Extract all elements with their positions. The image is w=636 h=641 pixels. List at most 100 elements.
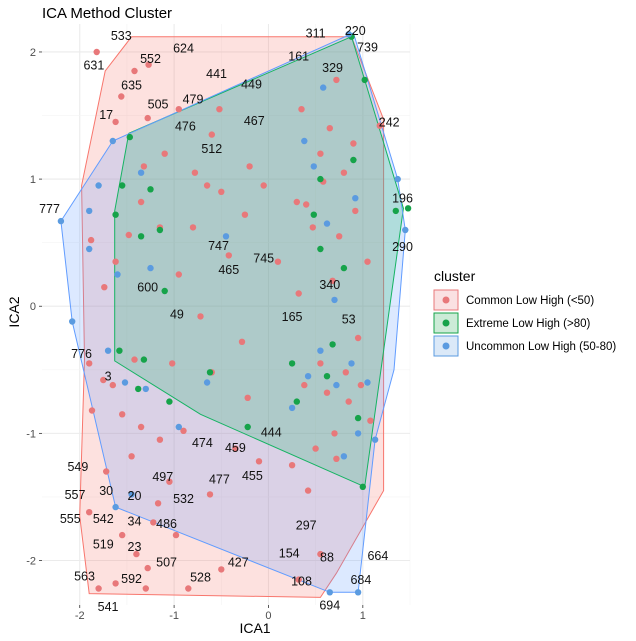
data-point [144, 564, 151, 572]
point-label: 635 [121, 79, 142, 93]
data-point [293, 198, 300, 206]
point-label: 542 [93, 512, 114, 526]
data-point [185, 585, 192, 592]
legend-entry-label: Extreme Low High (>80) [466, 318, 590, 330]
point-label: 441 [206, 67, 227, 81]
data-point [238, 338, 246, 345]
data-point [128, 453, 135, 460]
data-point [119, 182, 126, 189]
point-label: 486 [156, 517, 177, 531]
point-label: 624 [173, 42, 194, 56]
point-label: 220 [345, 24, 366, 38]
data-point [394, 175, 401, 183]
point-label: 459 [225, 441, 246, 455]
cluster-hull [79, 36, 385, 598]
data-point [137, 198, 145, 206]
data-point [323, 373, 331, 380]
data-point [112, 118, 119, 126]
data-point [303, 201, 310, 208]
data-point [357, 381, 365, 389]
data-point [145, 61, 152, 68]
point-label: 549 [67, 460, 88, 474]
data-point [119, 531, 126, 539]
data-point [376, 122, 383, 129]
legend: cluster Common Low High (<50) Extreme Low… [433, 268, 616, 357]
legend-entry-label: Uncommon Low High (50-80) [466, 341, 616, 353]
x-axis-label: ICA1 [239, 620, 270, 636]
cluster-hulls [60, 32, 406, 598]
data-point [175, 106, 182, 113]
data-point [295, 576, 302, 583]
data-point [352, 207, 359, 215]
data-point [345, 398, 352, 405]
data-point [216, 106, 223, 113]
data-point [404, 205, 412, 212]
point-label: 154 [279, 546, 300, 560]
data-point [309, 224, 316, 231]
data-point [109, 381, 117, 389]
data-point [317, 550, 324, 558]
y-tick-label: 2 [30, 47, 36, 59]
point-label: 528 [190, 571, 211, 585]
data-point [154, 500, 162, 507]
data-point [352, 195, 359, 202]
data-point [100, 376, 107, 384]
data-point [354, 589, 362, 596]
data-point [359, 483, 366, 490]
data-point [218, 566, 225, 573]
data-point [402, 226, 409, 234]
x-tick-label: 1 [360, 610, 366, 622]
data-point [208, 131, 215, 138]
legend-marker [442, 319, 450, 327]
data-point [323, 220, 331, 227]
data-point [329, 277, 336, 284]
data-point [147, 264, 154, 272]
data-point [340, 264, 348, 272]
x-tick-label: 0 [265, 610, 271, 622]
data-point [86, 245, 93, 253]
grid-lines [42, 24, 411, 605]
data-point [86, 207, 93, 215]
point-label: 290 [392, 240, 413, 254]
point-label: 108 [291, 574, 312, 588]
point-label: 552 [140, 52, 161, 66]
data-point [331, 430, 338, 437]
data-point [88, 407, 96, 414]
point-label: 30 [99, 484, 113, 498]
data-point [350, 140, 357, 147]
legend-entry-label: Common Low High (<50) [466, 295, 594, 307]
data-point [301, 137, 308, 145]
data-point [137, 233, 145, 240]
data-point [293, 398, 300, 405]
y-axis-ticks: -2 -1 0 1 2 [26, 47, 42, 568]
data-point [222, 233, 230, 240]
point-label: 444 [261, 426, 282, 440]
point-label: 455 [242, 469, 263, 483]
point-label: 3 [105, 370, 112, 384]
data-point [232, 445, 239, 452]
point-label: 53 [342, 312, 356, 326]
data-point [133, 550, 140, 558]
data-point [103, 468, 110, 475]
data-point [191, 169, 199, 176]
data-point [166, 398, 173, 405]
data-point [166, 478, 173, 485]
point-label: 467 [244, 114, 265, 128]
point-label: 600 [137, 281, 158, 295]
data-point [119, 411, 126, 418]
data-point [317, 360, 324, 367]
data-point [326, 589, 333, 596]
data-point [340, 453, 348, 460]
y-axis-label: ICA2 [6, 296, 22, 327]
point-label: 23 [128, 540, 142, 554]
data-point [112, 211, 119, 218]
data-point [140, 163, 148, 170]
data-point [104, 347, 112, 354]
data-point [340, 169, 348, 176]
data-point [317, 347, 324, 354]
plot-panel [42, 24, 410, 605]
legend-title: cluster [434, 268, 476, 284]
data-point [175, 423, 182, 431]
data-point [126, 133, 133, 141]
data-point [326, 125, 333, 132]
